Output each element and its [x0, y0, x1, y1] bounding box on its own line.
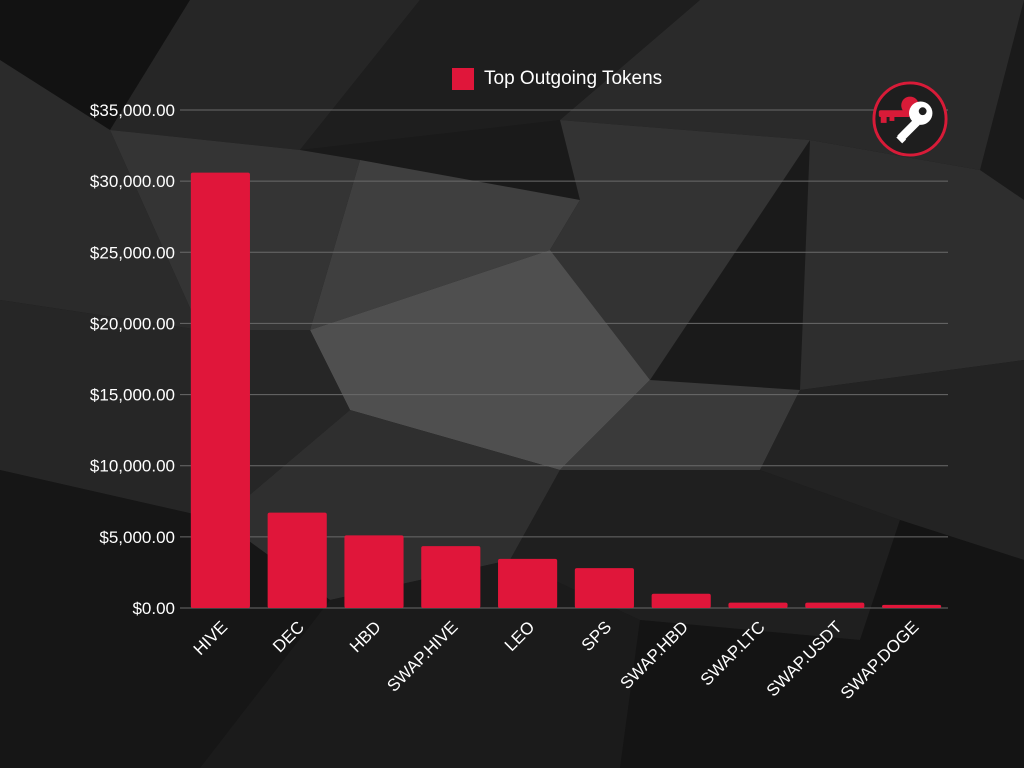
bar-leo[interactable] [498, 558, 558, 608]
keys-icon [872, 81, 948, 157]
x-tick-label: SWAP.DOGE [837, 617, 923, 703]
bar-hive[interactable] [190, 172, 250, 608]
y-tick-label: $10,000.00 [90, 457, 175, 476]
bar-swap-doge[interactable] [882, 604, 942, 608]
y-axis-tick-labels: $0.00 $5,000.00 $10,000.00 $15,000.00 $20,00… [90, 101, 175, 618]
x-tick-label: DEC [269, 617, 308, 656]
y-tick-label: $15,000.00 [90, 386, 175, 405]
bar-hbd[interactable] [344, 535, 404, 608]
x-tick-label: HIVE [190, 617, 231, 658]
y-tick-label: $5,000.00 [99, 528, 175, 547]
bar-swap-usdt[interactable] [805, 602, 865, 608]
x-tick-label: SWAP.LTC [697, 617, 769, 689]
y-tick-label: $35,000.00 [90, 101, 175, 120]
x-tick-label: LEO [501, 617, 538, 654]
bar-swap-hbd[interactable] [651, 593, 711, 608]
bars [190, 172, 942, 608]
x-tick-label: SWAP.HBD [616, 617, 692, 693]
bar-dec[interactable] [267, 512, 327, 608]
bar-sps[interactable] [574, 568, 634, 608]
y-tick-label: $30,000.00 [90, 172, 175, 191]
y-tick-label: $20,000.00 [90, 314, 175, 333]
y-tick-label: $25,000.00 [90, 243, 175, 262]
x-tick-label: SWAP.HIVE [383, 617, 461, 695]
x-tick-label: SWAP.USDT [763, 617, 846, 700]
bar-swap-hive[interactable] [421, 546, 481, 608]
legend-swatch [452, 68, 474, 90]
x-tick-label: HBD [346, 617, 385, 656]
y-tick-label: $0.00 [132, 599, 175, 618]
legend-label: Top Outgoing Tokens [484, 68, 663, 89]
chart-legend[interactable]: Top Outgoing Tokens [452, 68, 662, 90]
x-tick-label: SPS [578, 617, 615, 654]
bar-swap-ltc[interactable] [728, 602, 788, 608]
